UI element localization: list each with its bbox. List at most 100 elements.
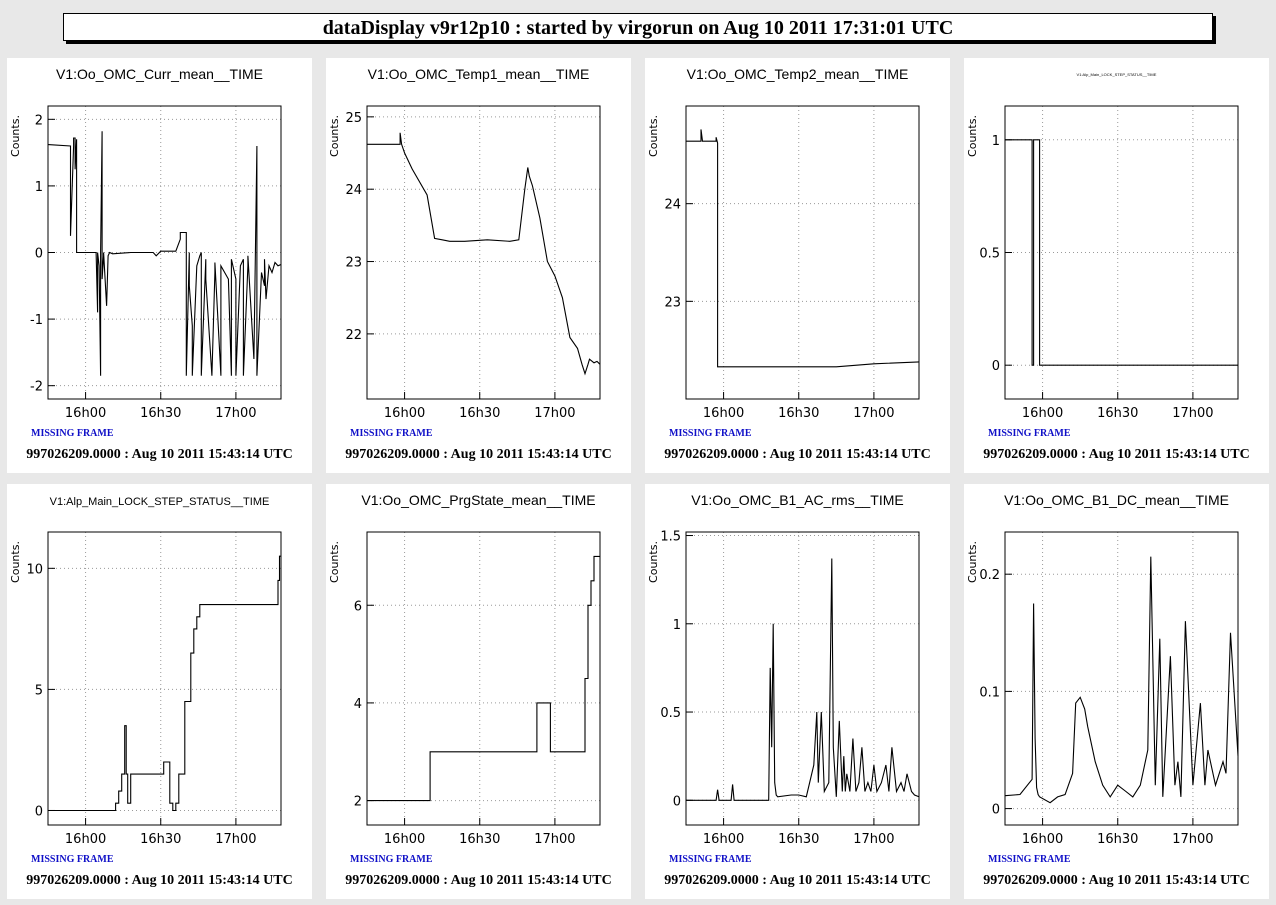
x-tick-label: 16h00: [384, 832, 425, 847]
series-line: [367, 132, 601, 376]
chart-title: V1:Oo_OMC_PrgState_mean__TIME: [361, 492, 596, 508]
series-line: [367, 555, 600, 802]
x-tick-label: 17h00: [215, 832, 256, 847]
x-tick-label: 17h00: [215, 406, 256, 421]
y-tick-label: 2: [354, 795, 362, 810]
x-tick-label: 17h00: [534, 406, 575, 421]
x-tick-label: 16h00: [65, 832, 106, 847]
y-tick-label: 1: [992, 134, 1000, 149]
frame-timestamp: 997026209.0000 : Aug 10 2011 15:43:14 UT…: [983, 447, 1250, 462]
missing-frame-label: MISSING FRAME: [669, 428, 752, 439]
x-tick-label: 16h30: [778, 406, 819, 421]
missing-frame-label: MISSING FRAME: [988, 854, 1071, 865]
chart-svg: 16h00 16h30 17h00 -2 -1 0 1 2 Counts.: [9, 105, 282, 421]
chart-panel: 16h00 16h30 17h00 0 0.5 1 Counts. V1:Alp_Main_L…: [964, 58, 1269, 473]
y-tick-label: -1: [30, 313, 43, 328]
y-tick-label: 0.1: [979, 685, 1000, 700]
plot-frame: [47, 531, 282, 826]
chart-title: V1:Oo_OMC_Temp1_mean__TIME: [367, 66, 590, 82]
y-tick-label: 2: [35, 113, 43, 128]
chart-panel: 16h00 16h30 17h00 0 0.5 1 1.5 Counts. V1:Oo_OMC_…: [645, 484, 950, 899]
y-tick-label: 24: [345, 183, 362, 198]
y-tick-label: 25: [345, 111, 362, 126]
frame-timestamp: 997026209.0000 : Aug 10 2011 15:43:14 UT…: [664, 873, 931, 888]
missing-frame-label: MISSING FRAME: [350, 428, 433, 439]
chart-title: V1:Oo_OMC_Curr_mean__TIME: [56, 66, 263, 82]
series-line: [686, 129, 920, 368]
y-tick-label: 0.5: [979, 247, 1000, 262]
chart-title: V1:Alp_Main_LOCK_STEP_STATUS__TIME: [49, 496, 270, 508]
chart-title: V1:Alp_Main_LOCK_STEP_STATUS__TIME: [1076, 72, 1157, 77]
plot-frame: [685, 531, 920, 826]
chart-panel: 16h00 16h30 17h00 -2 -1 0 1 2 Counts. V1:Oo_OMC_C…: [7, 58, 312, 473]
x-tick-label: 16h00: [384, 406, 425, 421]
y-axis-label: Counts.: [647, 541, 660, 583]
y-axis-label: Counts.: [9, 115, 22, 157]
frame-timestamp: 997026209.0000 : Aug 10 2011 15:43:14 UT…: [345, 873, 612, 888]
missing-frame-label: MISSING FRAME: [31, 854, 114, 865]
frame-timestamp: 997026209.0000 : Aug 10 2011 15:43:14 UT…: [664, 447, 931, 462]
missing-frame-label: MISSING FRAME: [988, 428, 1071, 439]
x-tick-label: 16h30: [459, 406, 500, 421]
plot-frame: [366, 105, 601, 400]
chart-svg: 16h00 16h30 17h00 0 5 10 Counts.: [9, 531, 282, 847]
y-tick-label: 23: [664, 295, 681, 310]
y-tick-label: 1: [35, 180, 43, 195]
series-line: [47, 131, 282, 376]
chart-panel: 16h00 16h30 17h00 22 23 24 25 Counts. V1:Oo_OMC_…: [326, 58, 631, 473]
frame-timestamp: 997026209.0000 : Aug 10 2011 15:43:14 UT…: [26, 873, 293, 888]
chart-panel: 16h00 16h30 17h00 23 24 Counts. V1:Oo_OMC_Temp…: [645, 58, 950, 473]
y-tick-label: 0.2: [979, 568, 1000, 583]
chart-svg: 16h00 16h30 17h00 22 23 24 25 Counts.: [328, 105, 601, 421]
chart-title: V1:Oo_OMC_B1_AC_rms__TIME: [691, 492, 904, 508]
x-tick-label: 16h30: [459, 832, 500, 847]
chart-svg: 16h00 16h30 17h00 0 0.5 1 Counts.: [966, 105, 1239, 421]
y-tick-label: 5: [35, 683, 43, 698]
plot-frame: [366, 531, 601, 826]
missing-frame-label: MISSING FRAME: [31, 428, 114, 439]
y-axis-label: Counts.: [328, 115, 341, 157]
y-tick-label: 4: [354, 697, 362, 712]
y-tick-label: 10: [26, 562, 43, 577]
y-axis-label: Counts.: [9, 541, 22, 583]
x-tick-label: 16h00: [1022, 406, 1063, 421]
y-axis-label: Counts.: [966, 541, 979, 583]
chart-panel: 16h00 16h30 17h00 0 0.1 0.2 Counts. V1:Oo_OMC_B…: [964, 484, 1269, 899]
frame-timestamp: 997026209.0000 : Aug 10 2011 15:43:14 UT…: [26, 447, 293, 462]
x-tick-label: 16h00: [65, 406, 106, 421]
plot-frame: [685, 105, 920, 400]
window-title: dataDisplay v9r12p10 : started by virgor…: [63, 13, 1213, 41]
y-tick-label: 1: [673, 618, 681, 633]
x-tick-label: 17h00: [534, 832, 575, 847]
series-line: [48, 555, 281, 812]
y-tick-label: 0.5: [660, 706, 681, 721]
y-tick-label: 24: [664, 198, 681, 213]
series-line: [686, 558, 920, 801]
y-tick-label: 23: [345, 256, 362, 271]
x-tick-label: 16h00: [703, 832, 744, 847]
frame-timestamp: 997026209.0000 : Aug 10 2011 15:43:14 UT…: [345, 447, 612, 462]
chart-title: V1:Oo_OMC_B1_DC_mean__TIME: [1004, 492, 1229, 508]
y-tick-label: 0: [35, 804, 43, 819]
chart-svg: 16h00 16h30 17h00 23 24 Counts.: [647, 105, 920, 421]
series-line: [1004, 556, 1239, 804]
plot-frame: [1004, 531, 1239, 826]
missing-frame-label: MISSING FRAME: [350, 854, 433, 865]
y-tick-label: 1.5: [660, 530, 681, 545]
x-tick-label: 17h00: [1172, 406, 1213, 421]
frame-timestamp: 997026209.0000 : Aug 10 2011 15:43:14 UT…: [983, 873, 1250, 888]
y-tick-label: 6: [354, 599, 362, 614]
y-tick-label: 0: [673, 794, 681, 809]
missing-frame-label: MISSING FRAME: [669, 854, 752, 865]
x-tick-label: 16h00: [703, 406, 744, 421]
y-tick-label: 0: [992, 803, 1000, 818]
series-line: [1005, 139, 1238, 366]
y-axis-label: Counts.: [328, 541, 341, 583]
chart-panel: 16h00 16h30 17h00 2 4 6 Counts. V1:Oo_OMC_PrgSt…: [326, 484, 631, 899]
x-tick-label: 17h00: [1172, 832, 1213, 847]
x-tick-label: 17h00: [853, 832, 894, 847]
x-tick-label: 17h00: [853, 406, 894, 421]
x-tick-label: 16h30: [140, 832, 181, 847]
x-tick-label: 16h30: [1097, 832, 1138, 847]
